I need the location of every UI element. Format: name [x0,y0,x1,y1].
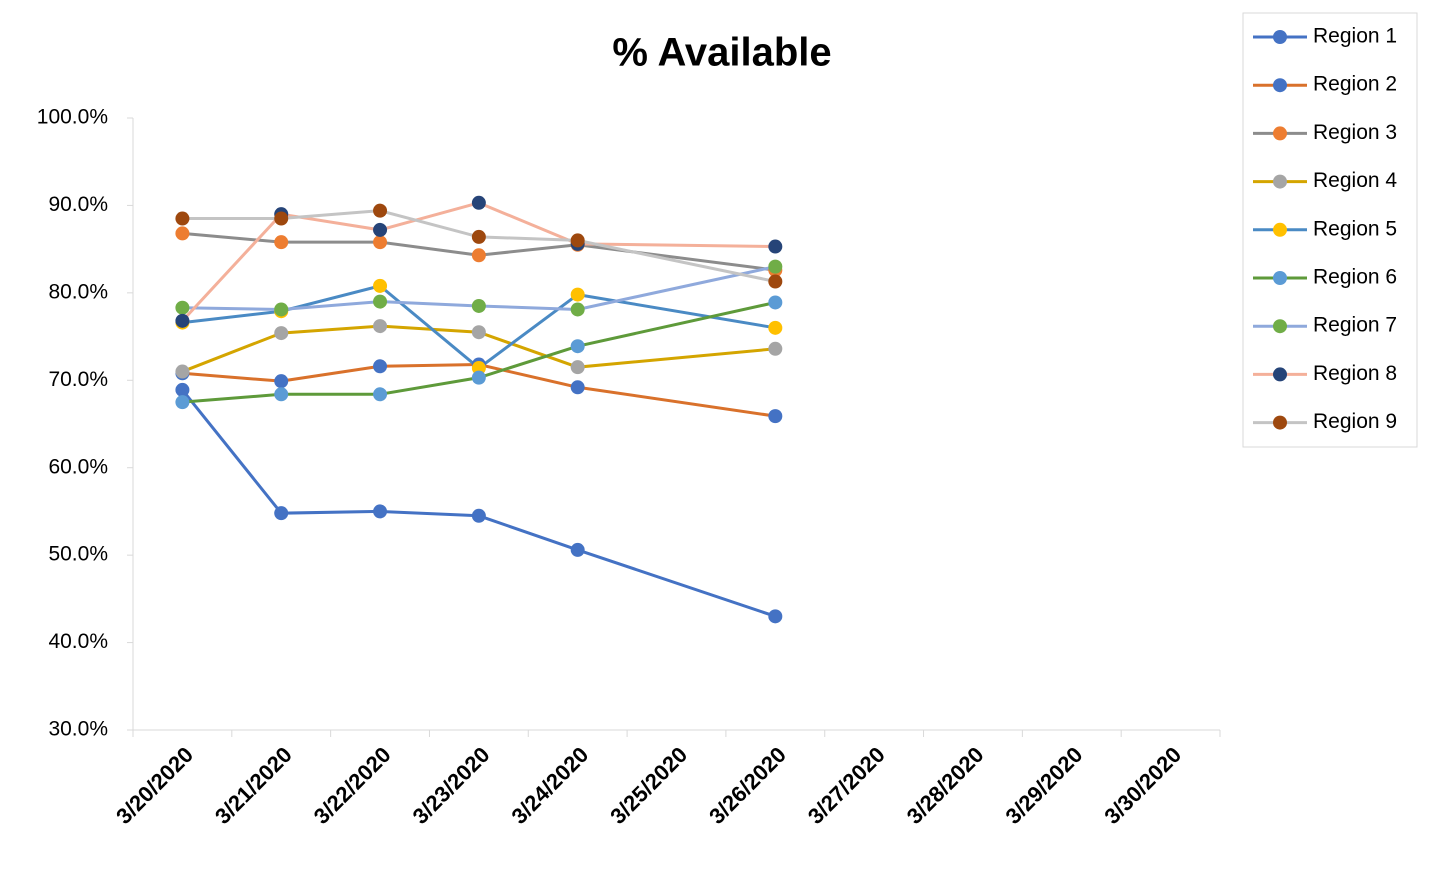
chart-title: % Available [612,31,831,75]
legend-marker [1273,126,1287,141]
series-marker [373,294,388,309]
series-marker [175,226,190,241]
series-marker [373,278,388,293]
series-marker [570,233,585,248]
legend-marker [1273,271,1287,285]
series-marker [570,360,585,375]
series-marker [768,274,783,289]
legend-marker [1273,78,1287,93]
y-tick-label: 70.0% [48,368,108,391]
series-marker [570,302,585,317]
y-tick-label: 90.0% [48,193,108,216]
series-marker [373,203,388,218]
series-marker [274,235,289,250]
series-line [181,324,776,373]
series-marker [175,395,190,410]
series-marker [175,211,190,226]
series-marker [471,229,486,244]
x-tick-label: 3/23/2020 [408,742,495,829]
series-marker [373,222,388,237]
series-marker [768,259,783,274]
series-marker [768,295,783,310]
legend-label: Region 8 [1313,362,1397,385]
x-tick-label: 3/30/2020 [1099,742,1186,829]
series-line [181,388,776,618]
legend-marker [1273,174,1287,189]
series-marker [274,387,289,402]
series-line [181,201,776,322]
legend-marker [1273,367,1287,382]
series-marker [768,239,783,254]
legend-label: Region 9 [1313,410,1397,433]
legend-label: Region 2 [1313,73,1397,96]
legend-marker [1273,415,1287,430]
series-marker [570,287,585,302]
series-marker [274,506,289,521]
series-marker [768,320,783,335]
series-line [182,231,776,272]
x-tick-label: 3/24/2020 [506,742,593,829]
series-marker [175,300,190,315]
series-marker [274,211,289,226]
series-marker [768,409,783,424]
series-line [182,209,776,283]
legend-marker [1273,30,1287,44]
x-tick-label: 3/26/2020 [704,742,791,829]
series-marker [471,298,486,313]
series-marker [274,302,289,317]
series-marker [274,374,289,389]
legend-label: Region 4 [1313,169,1397,192]
y-tick-label: 100.0% [37,106,108,129]
series-line [182,301,776,404]
series-marker [175,313,190,328]
legend-label: Region 7 [1313,314,1397,337]
series-marker [373,387,388,402]
series-marker [471,195,486,210]
series-marker [570,339,585,354]
series-marker [471,361,486,376]
series-marker [471,325,486,340]
series-line [182,265,776,311]
y-tick-label: 30.0% [48,718,108,741]
series-marker [768,341,783,356]
series-marker [373,359,388,374]
y-tick-label: 60.0% [48,455,108,478]
series-marker [471,508,486,523]
legend-label: Region 5 [1313,217,1397,240]
x-tick-label: 3/29/2020 [1001,742,1088,829]
series-marker [175,364,190,379]
x-tick-label: 3/21/2020 [210,742,297,829]
series-marker [471,370,486,385]
series-marker [570,542,585,557]
series-marker [570,380,585,395]
x-tick-label: 3/27/2020 [803,742,890,829]
series-line [182,284,776,370]
series-line [182,363,776,418]
y-tick-label: 80.0% [48,280,108,303]
x-tick-label: 3/28/2020 [902,742,989,829]
series-marker [768,609,783,624]
x-tick-label: 3/20/2020 [111,742,198,829]
x-tick-label: 3/25/2020 [605,742,692,829]
legend-label: Region 3 [1313,121,1397,144]
legend-marker [1273,222,1287,237]
series-marker [175,382,190,397]
series-marker [373,319,388,334]
legend-label: Region 1 [1313,25,1397,48]
series-marker [274,326,289,341]
y-tick-label: 40.0% [48,630,108,653]
legend-label: Region 6 [1313,266,1397,289]
x-tick-label: 3/22/2020 [309,742,396,829]
series-marker [373,235,388,250]
y-tick-label: 50.0% [48,543,108,566]
series-marker [471,248,486,263]
series-marker [373,504,388,519]
legend-marker [1273,319,1287,334]
